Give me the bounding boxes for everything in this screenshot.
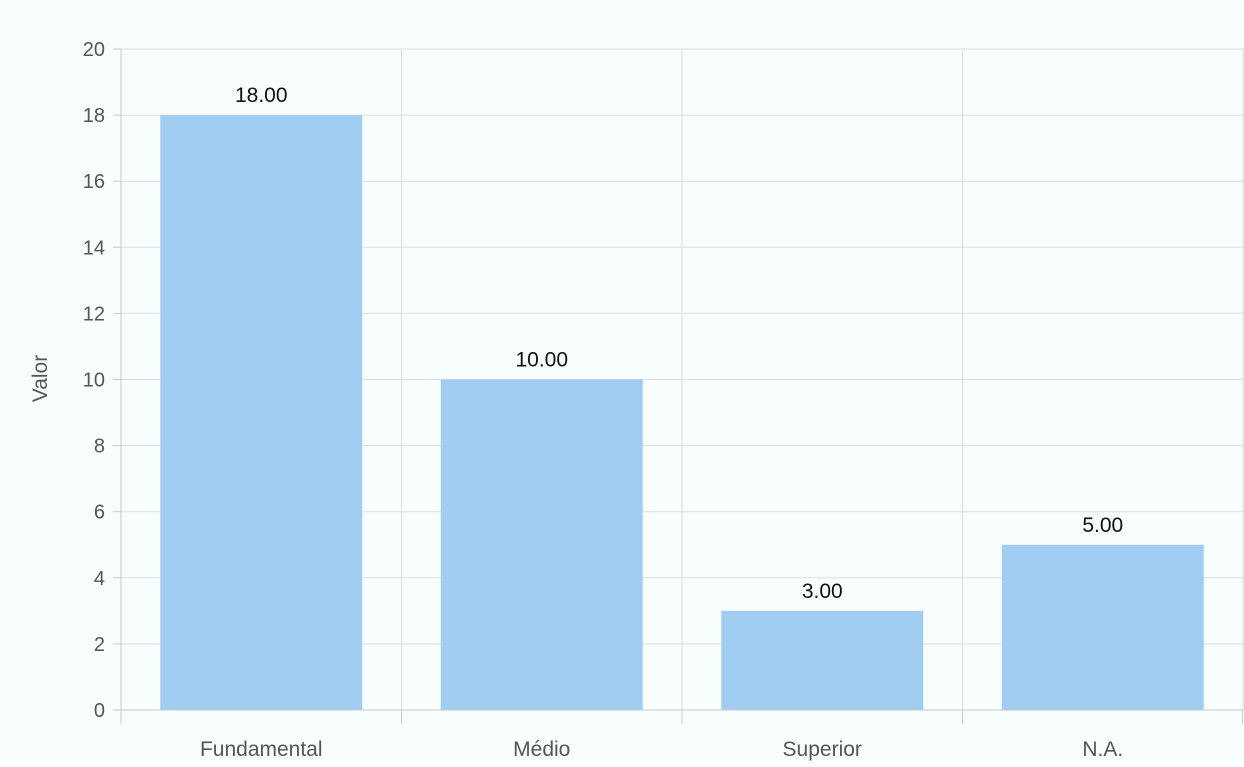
y-tick-label: 6 — [94, 502, 105, 524]
y-tick-label: 18 — [83, 105, 105, 127]
x-tick-label: Superior — [783, 738, 862, 761]
x-tick-label: Médio — [513, 738, 570, 761]
data-label: 3.00 — [802, 580, 843, 603]
x-tick-label: Fundamental — [200, 738, 323, 761]
data-label: 5.00 — [1082, 514, 1123, 537]
bar-n-a — [1001, 544, 1204, 710]
y-tick-label: 12 — [83, 303, 105, 325]
y-tick-label: 16 — [83, 171, 105, 193]
y-tick-label: 4 — [94, 568, 105, 590]
labels: 0 2 4 6 8 10 12 14 16 18 20 18.00 Fundamental 10.00 Mé… — [83, 39, 1123, 761]
y-axis-label: Valor — [29, 355, 52, 402]
y-tick-label: 0 — [94, 700, 105, 722]
y-tick-label: 20 — [83, 39, 105, 61]
bar-superior — [721, 610, 924, 710]
bar-fundamental — [160, 115, 363, 711]
data-label: 18.00 — [235, 84, 288, 107]
y-tick-label: 14 — [83, 237, 105, 259]
bars — [160, 115, 1204, 711]
x-tick-label: N.A. — [1082, 738, 1123, 761]
axes — [113, 48, 1243, 724]
y-tick-label: 10 — [83, 370, 105, 392]
data-label: 10.00 — [515, 349, 568, 372]
bar-m-dio — [440, 379, 643, 710]
y-tick-label: 2 — [94, 634, 105, 656]
y-tick-label: 8 — [94, 436, 105, 458]
